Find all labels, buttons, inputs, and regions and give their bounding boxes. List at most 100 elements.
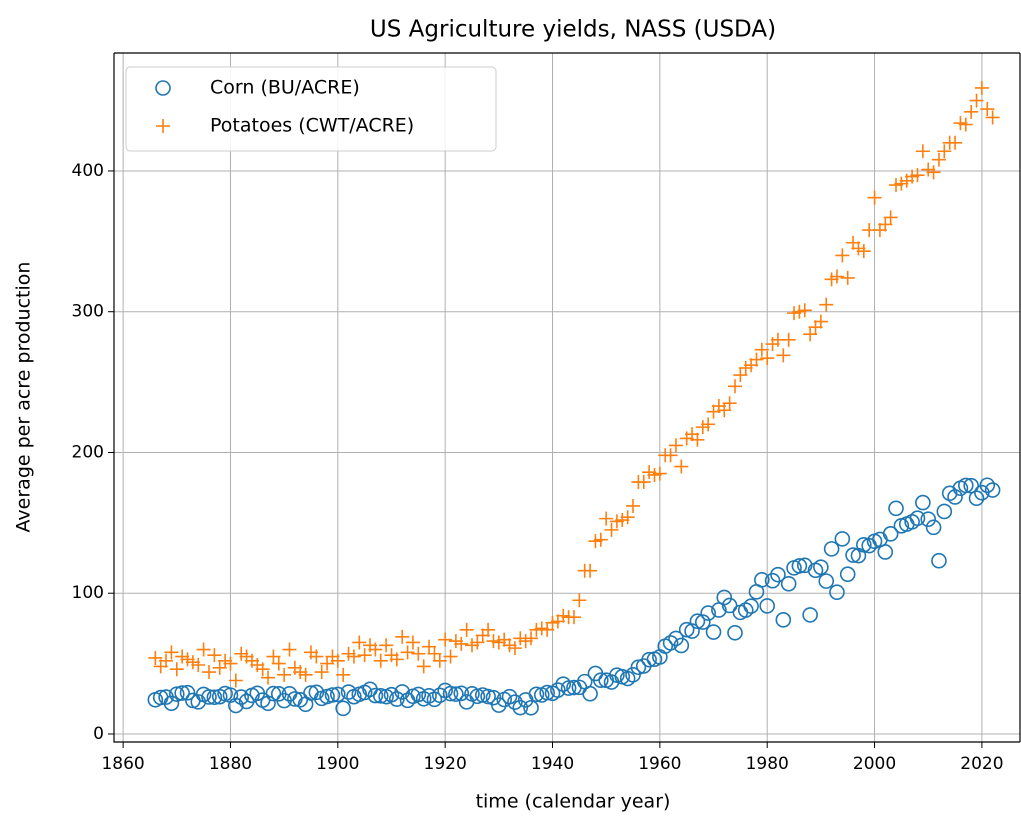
point <box>426 691 443 708</box>
point <box>883 210 898 225</box>
point <box>839 566 856 583</box>
point <box>780 575 797 592</box>
point <box>727 624 743 641</box>
point <box>261 670 276 685</box>
point <box>604 522 619 537</box>
point <box>888 500 904 517</box>
point <box>652 466 667 481</box>
point <box>212 660 227 675</box>
y-tick-label: 300 <box>72 302 104 322</box>
axis-frame <box>113 53 1020 743</box>
y-tick-label: 200 <box>72 442 104 462</box>
chart-title: US Agriculture yields, NASS (USDA) <box>370 17 776 43</box>
point <box>840 270 855 285</box>
point <box>835 248 850 263</box>
point <box>760 351 775 366</box>
point <box>201 689 217 705</box>
point <box>255 662 270 677</box>
point <box>422 639 437 654</box>
x-tick-label: 1860 <box>101 754 144 774</box>
point <box>813 314 828 329</box>
point <box>233 689 250 705</box>
x-tick-label: 1900 <box>316 754 359 774</box>
point <box>984 482 1001 498</box>
point <box>196 642 211 657</box>
point <box>443 649 458 664</box>
point <box>925 519 942 536</box>
point <box>277 667 292 682</box>
point <box>867 190 882 205</box>
point <box>566 610 581 625</box>
x-tick-label: 1960 <box>638 754 681 774</box>
point <box>352 635 367 650</box>
point <box>915 144 930 159</box>
point <box>507 641 522 656</box>
point <box>383 686 400 703</box>
point <box>721 597 738 614</box>
point <box>480 688 496 705</box>
point <box>931 152 946 167</box>
point <box>389 652 404 667</box>
point <box>856 244 871 259</box>
point <box>705 624 722 640</box>
point <box>689 613 706 630</box>
point <box>400 645 415 660</box>
point <box>427 646 442 661</box>
point <box>442 685 459 702</box>
point <box>368 642 383 657</box>
point <box>367 687 384 704</box>
point <box>330 686 346 703</box>
point <box>722 396 737 411</box>
point <box>743 598 759 614</box>
point <box>314 665 329 680</box>
x-tick-label: 1940 <box>531 754 574 774</box>
point <box>228 673 243 688</box>
point <box>791 558 808 574</box>
point <box>776 348 791 363</box>
point <box>882 526 899 542</box>
point <box>910 168 925 183</box>
point <box>957 477 974 494</box>
point <box>674 459 689 474</box>
point <box>164 645 179 660</box>
point <box>969 93 984 108</box>
point <box>191 658 206 673</box>
point <box>459 622 474 637</box>
point <box>599 511 614 526</box>
point <box>228 697 244 714</box>
point <box>528 686 545 703</box>
point <box>926 165 941 180</box>
point <box>481 622 496 637</box>
point <box>701 417 716 432</box>
point <box>845 547 861 563</box>
point <box>823 541 840 557</box>
x-tick-label: 1980 <box>746 754 789 774</box>
point <box>163 695 180 712</box>
point <box>796 557 813 574</box>
point <box>320 656 335 671</box>
point <box>727 379 742 394</box>
legend-label: Corn (BU/ACRE) <box>210 77 360 99</box>
point <box>298 667 313 682</box>
point <box>829 584 845 601</box>
point <box>775 612 792 628</box>
point <box>716 589 733 606</box>
point <box>931 552 947 569</box>
point <box>453 685 470 702</box>
point <box>980 102 995 117</box>
point <box>159 653 174 668</box>
point <box>974 80 989 95</box>
point <box>260 695 276 712</box>
point <box>507 694 523 710</box>
point <box>668 438 683 453</box>
point <box>207 648 222 663</box>
point <box>818 573 835 589</box>
point <box>684 623 700 639</box>
point <box>964 104 979 119</box>
point <box>620 510 635 525</box>
point <box>948 135 963 150</box>
x-tick-label: 1880 <box>209 754 252 774</box>
point <box>733 368 748 383</box>
